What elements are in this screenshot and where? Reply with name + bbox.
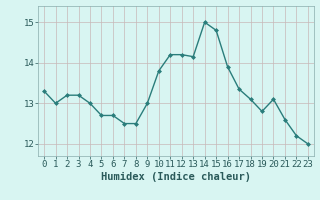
X-axis label: Humidex (Indice chaleur): Humidex (Indice chaleur)	[101, 172, 251, 182]
